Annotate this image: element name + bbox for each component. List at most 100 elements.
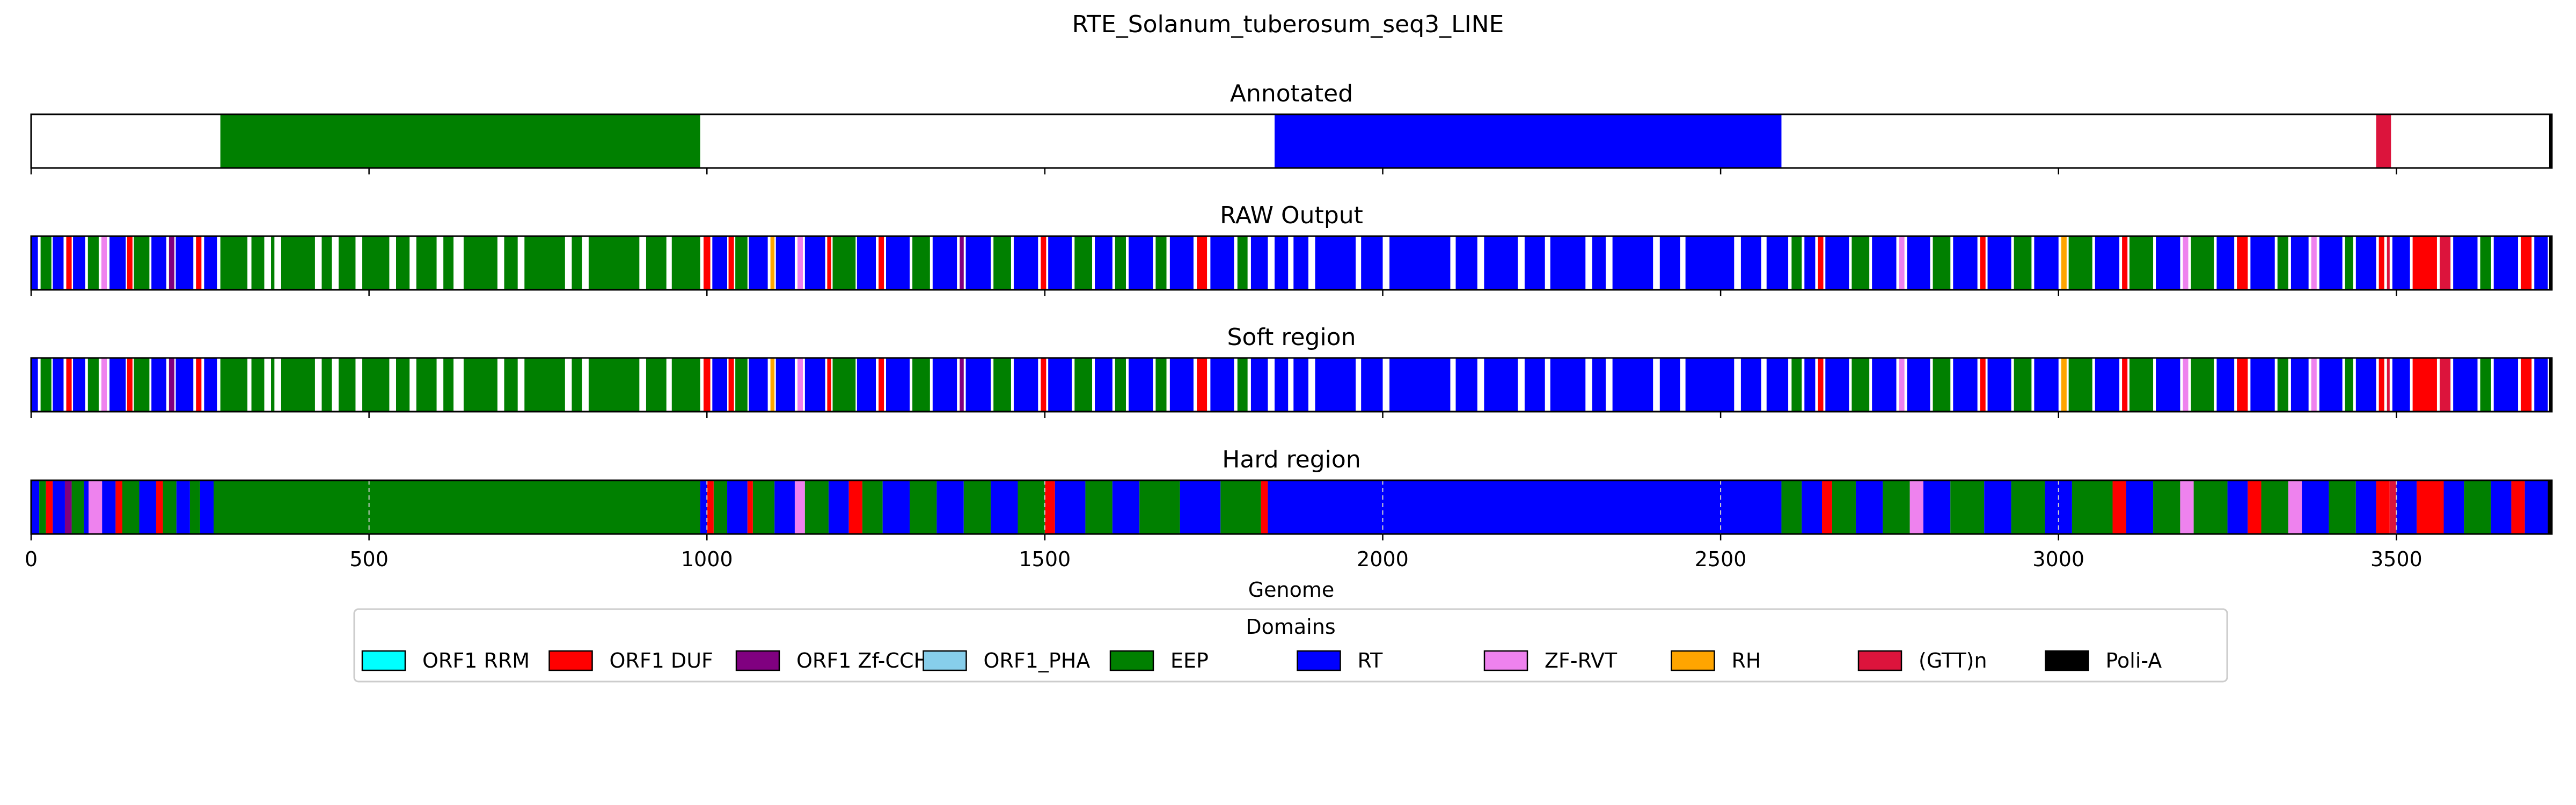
segment-orf1-duf xyxy=(2379,236,2384,290)
segment-rt xyxy=(1315,358,1356,412)
segment-zf-rvt xyxy=(2311,236,2317,290)
segment-orf1-duf xyxy=(66,236,72,290)
segment-rt xyxy=(1361,358,1383,412)
track-title: Annotated xyxy=(1230,80,1353,107)
segment-rt xyxy=(2392,236,2410,290)
segment-rt xyxy=(1455,358,1477,412)
segment-zf-rvt xyxy=(797,358,803,412)
segment-eep xyxy=(281,236,315,290)
segment-rt xyxy=(1180,480,1221,534)
x-tick-label: 3500 xyxy=(2370,547,2423,571)
segment-rt xyxy=(109,358,126,412)
segment-rt xyxy=(1685,358,1735,412)
segment-eep xyxy=(2072,480,2113,534)
segment-eep xyxy=(1085,480,1113,534)
segment-eep xyxy=(39,480,46,534)
segment-eep xyxy=(1851,236,1870,290)
segment-zf-rvt xyxy=(794,480,805,534)
segment-eep xyxy=(1115,236,1126,290)
segment-rt xyxy=(1612,358,1653,412)
segment-eep xyxy=(588,358,640,412)
segment-eep xyxy=(2068,236,2092,290)
segment-eep xyxy=(1074,236,1093,290)
legend-label: RT xyxy=(1358,649,1384,672)
segment-eep xyxy=(2329,480,2356,534)
segment-eep xyxy=(362,358,390,412)
segment-rt xyxy=(1055,480,1086,534)
segment-rt xyxy=(2290,358,2309,412)
legend-label: ZF-RVT xyxy=(1545,649,1618,672)
segment-orf1-duf xyxy=(1044,480,1055,534)
segment-rt xyxy=(991,480,1018,534)
segment-zf-rvt xyxy=(797,236,803,290)
segment-rt xyxy=(1740,236,1761,290)
segment-rt xyxy=(2095,236,2120,290)
legend-label: RH xyxy=(1732,649,1761,672)
segment-rt xyxy=(1872,236,1897,290)
segment-orf1-duf xyxy=(879,236,884,290)
segment-orf1-duf xyxy=(2376,480,2390,534)
segment-orf1-zf-cchc xyxy=(64,480,72,534)
segment-rt xyxy=(1987,358,2011,412)
segment-eep xyxy=(2480,236,2491,290)
segment-rt xyxy=(84,480,89,534)
segment-rt xyxy=(1268,480,1782,534)
segment-orf1-duf xyxy=(2237,358,2248,412)
segment-rt xyxy=(2216,236,2235,290)
segment-rt xyxy=(1612,236,1653,290)
legend-item-orf1-pha: ORF1_PHA xyxy=(923,649,1090,672)
segment-eep xyxy=(338,358,356,412)
segment-rt xyxy=(1592,236,1606,290)
segment-orf1-duf xyxy=(827,236,831,290)
track-frame xyxy=(30,113,2553,169)
legend-label: (GTT)n xyxy=(1919,649,1987,672)
segment-rt xyxy=(1524,236,1545,290)
segment-rt xyxy=(1524,358,1545,412)
segment-orf1-duf xyxy=(2237,236,2248,290)
segment-rt xyxy=(727,480,748,534)
segment-eep xyxy=(735,358,748,412)
segment-rt xyxy=(2034,236,2059,290)
segment-orf1-duf xyxy=(46,480,53,534)
track-title: Soft region xyxy=(1227,324,1356,351)
segment-eep xyxy=(572,236,582,290)
segment-rt xyxy=(1169,358,1194,412)
segment-eep xyxy=(832,236,856,290)
track-frame xyxy=(30,235,2553,291)
segment-rt xyxy=(1389,236,1451,290)
x-tick-label: 2000 xyxy=(1357,547,1409,571)
segment-rt xyxy=(1550,236,1586,290)
segment-orf1-duf xyxy=(728,358,734,412)
segment-rt xyxy=(53,358,64,412)
segment-eep xyxy=(463,236,497,290)
segment-orf1-duf xyxy=(728,236,734,290)
segment-poli-a xyxy=(2549,236,2552,290)
segment-eep xyxy=(122,480,140,534)
legend-swatch xyxy=(1297,650,1341,671)
segment-rt xyxy=(2250,358,2275,412)
legend-item-gtt-n: (GTT)n xyxy=(1857,649,1987,672)
segment-eep xyxy=(1220,480,1261,534)
segment-rt xyxy=(804,358,825,412)
segment-rt xyxy=(1740,358,1761,412)
segment-rt xyxy=(2396,480,2417,534)
track-raw-output: RAW Output xyxy=(30,202,2553,296)
segment-eep xyxy=(646,358,667,412)
track-title: Hard region xyxy=(1222,446,1360,473)
segment-orf1-zf-cchc xyxy=(960,358,964,412)
segment-rt xyxy=(700,480,707,534)
segment-eep xyxy=(2011,480,2045,534)
segment-eep xyxy=(1237,236,1248,290)
segment-rt xyxy=(200,480,214,534)
legend-label: ORF1 Zf-CCHC xyxy=(796,649,943,672)
segment-rt xyxy=(2534,236,2548,290)
segment-rt xyxy=(1361,236,1383,290)
legend-swatch xyxy=(735,650,780,671)
segment-eep xyxy=(646,236,667,290)
segment-eep xyxy=(2277,358,2288,412)
segment-rt xyxy=(1872,358,1897,412)
segment-orf1-duf xyxy=(2248,480,2262,534)
segment-eep xyxy=(2191,236,2214,290)
segment-rt xyxy=(2355,480,2376,534)
